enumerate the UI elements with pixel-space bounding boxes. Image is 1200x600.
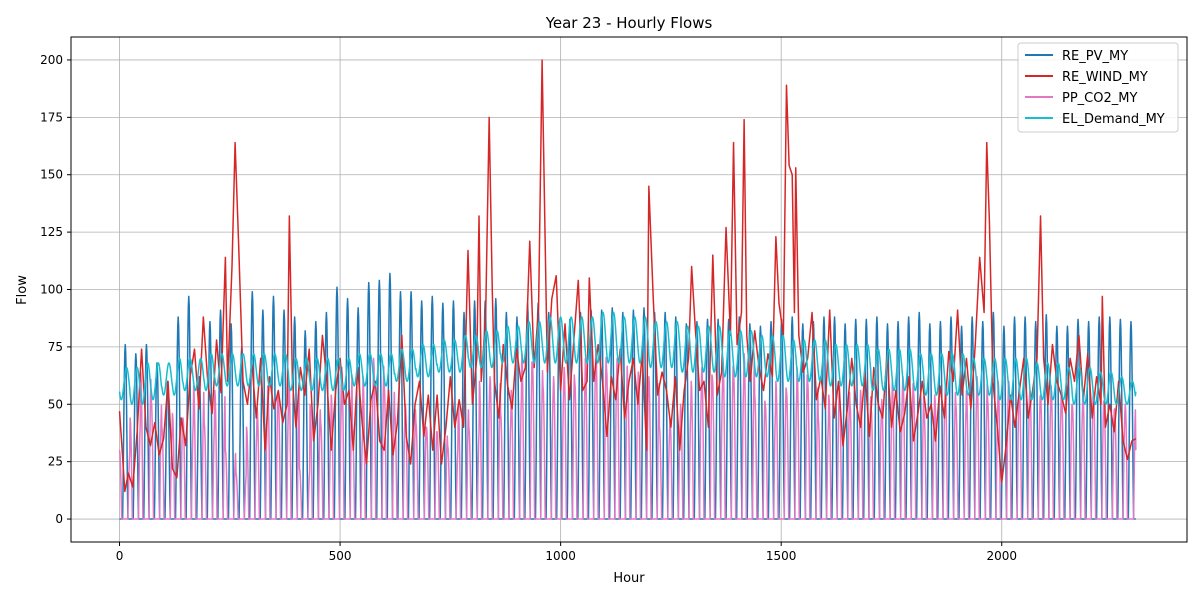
x-axis-label: Hour: [613, 571, 645, 586]
x-tick-label: 1500: [766, 549, 797, 563]
y-tick-label: 75: [48, 340, 63, 354]
legend-label: RE_WIND_MY: [1062, 70, 1148, 85]
y-axis-label: Flow: [15, 275, 30, 305]
y-tick-label: 150: [40, 168, 63, 182]
legend-label: PP_CO2_MY: [1062, 91, 1137, 106]
legend-label: RE_PV_MY: [1062, 49, 1128, 64]
series-line-re-pv-my: [119, 272, 1137, 520]
chart-legend: RE_PV_MY RE_WIND_MY PP_CO2_MY EL_Demand_MY: [1017, 42, 1179, 133]
y-tick-label: 200: [40, 53, 63, 67]
y-tick-label: 0: [55, 512, 63, 526]
y-tick-label: 25: [48, 455, 63, 469]
y-tick-label: 175: [40, 110, 63, 124]
x-tick-label: 500: [329, 549, 352, 563]
x-tick-label: 1000: [545, 549, 576, 563]
legend-box: [1017, 42, 1179, 133]
series-line-re-wind-my: [118, 59, 1137, 493]
series-line-el-demand-my: [118, 311, 1137, 406]
legend-label: EL_Demand_MY: [1062, 112, 1165, 127]
series-lines: [118, 59, 1137, 520]
x-tick-label: 2000: [986, 549, 1017, 563]
x-tick-label: 0: [116, 549, 124, 563]
y-tick-label: 125: [40, 225, 63, 239]
axis-ticks: 0 500 1000 1500 2000 0 25 50 75 100 125 150 175 200: [40, 53, 1017, 563]
y-tick-label: 100: [40, 283, 63, 297]
chart-title: Year 23 - Hourly Flows: [545, 14, 713, 32]
y-tick-label: 50: [48, 397, 63, 411]
